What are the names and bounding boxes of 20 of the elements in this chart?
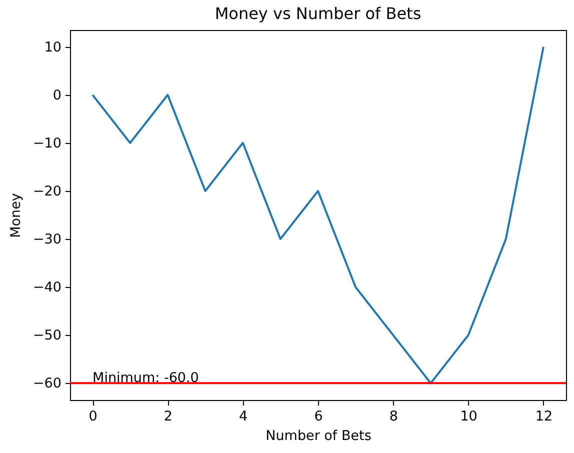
y-tick-label: −50 xyxy=(33,328,62,344)
x-tick-label: 6 xyxy=(314,408,323,424)
y-tick-label: −60 xyxy=(33,376,62,392)
x-tick-label: 10 xyxy=(460,408,478,424)
chart-title: Money vs Number of Bets xyxy=(214,4,422,23)
y-tick-label: −30 xyxy=(33,232,62,248)
y-tick-label: −10 xyxy=(33,135,62,152)
x-tick-label: 4 xyxy=(239,408,248,424)
y-tick-label: 10 xyxy=(44,39,62,56)
y-tick-label: 0 xyxy=(52,87,62,104)
x-axis-title: Number of Bets xyxy=(266,428,372,444)
y-axis-title: Money xyxy=(8,193,24,238)
ref-line-label: Minimum: -60.0 xyxy=(92,370,199,386)
y-tick-label: −40 xyxy=(33,280,62,296)
x-tick-label: 2 xyxy=(164,408,172,424)
x-tick-label: 8 xyxy=(389,408,398,424)
line-series xyxy=(92,46,544,384)
x-tick-label: 0 xyxy=(88,408,98,424)
y-tick-label: −20 xyxy=(33,183,62,200)
x-tick-label: 12 xyxy=(535,408,553,424)
